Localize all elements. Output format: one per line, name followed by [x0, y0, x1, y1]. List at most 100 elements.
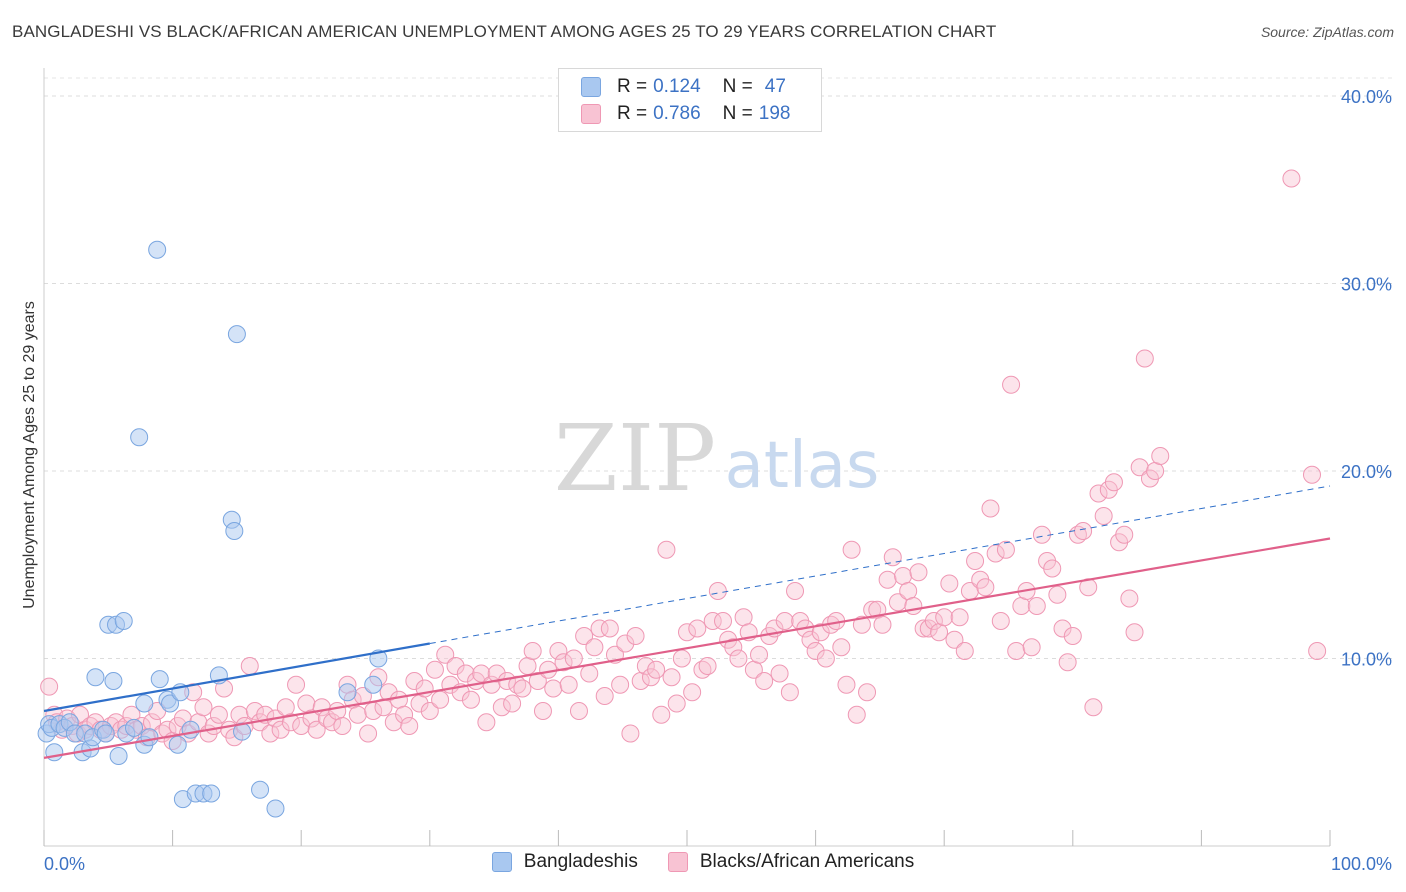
data-point-black-african-american — [816, 649, 835, 668]
legend-r-value: 0.786 — [653, 103, 701, 124]
data-point-black-african-american — [487, 664, 506, 683]
data-point-black-african-american — [1104, 473, 1123, 492]
data-point-black-african-american — [528, 672, 547, 690]
data-point-black-african-american — [996, 540, 1015, 559]
tick-labels: 10.0% 20.0% 30.0% 40.0% 0.0% 100.0% — [44, 87, 1392, 874]
series-bangladeshi — [37, 240, 388, 818]
data-point-bangladeshi — [96, 724, 115, 743]
data-point-black-african-american — [569, 702, 588, 720]
data-point-black-african-american — [446, 657, 465, 675]
data-point-bangladeshi — [202, 784, 221, 803]
data-point-black-african-american — [945, 630, 964, 649]
data-point-black-african-american — [518, 657, 537, 675]
data-point-black-african-american — [786, 582, 805, 600]
x-tick-label: 100.0% — [1331, 854, 1392, 874]
data-point-black-african-american — [1125, 623, 1144, 642]
legend-n-label: N = — [722, 76, 753, 97]
trend-line-black-african-american — [43, 537, 1331, 759]
legend-label-bangladeshis: Bangladeshis — [523, 851, 638, 872]
data-point-bangladeshi — [225, 522, 244, 540]
data-point-black-african-american — [492, 698, 511, 717]
data-point-black-african-american — [724, 638, 743, 657]
data-point-black-african-american — [714, 612, 733, 630]
data-point-bangladeshi — [86, 668, 105, 687]
data-point-black-african-american — [755, 672, 774, 690]
data-point-black-african-american — [456, 664, 475, 683]
legend-item-black-african-americans[interactable]: Blacks/African Americans — [667, 851, 915, 873]
data-point-black-african-american — [307, 720, 326, 739]
data-point-black-african-american — [348, 705, 367, 724]
data-point-black-african-american — [935, 608, 954, 627]
legend-swatch-bangladeshi — [581, 77, 601, 97]
data-point-black-african-american — [955, 642, 974, 660]
data-point-black-african-american — [281, 713, 300, 732]
data-point-black-african-american — [904, 597, 923, 615]
data-point-black-african-american — [1089, 484, 1108, 503]
data-point-black-african-american — [472, 664, 491, 683]
watermark-atlas: atlas — [725, 429, 880, 503]
data-point-bangladeshi — [364, 675, 383, 694]
data-point-black-african-american — [240, 657, 259, 675]
data-point-bangladeshi — [181, 720, 200, 739]
data-point-black-african-american — [209, 705, 228, 724]
data-point-black-african-american — [1002, 375, 1021, 394]
data-point-bangladeshi — [251, 780, 270, 799]
data-point-black-african-american — [750, 645, 769, 664]
data-point-black-african-american — [930, 623, 949, 642]
legend-label-black-african-americans: Blacks/African Americans — [699, 851, 915, 872]
data-point-bangladeshi — [125, 718, 144, 737]
data-point-black-african-american — [991, 612, 1010, 630]
legend-row-bangladeshi: R = 0.124 N = 47 — [581, 75, 786, 99]
data-point-black-african-american — [899, 582, 918, 600]
source-label: Source: ZipAtlas.com — [1260, 24, 1394, 40]
data-point-black-african-american — [667, 694, 686, 713]
data-point-black-african-american — [811, 623, 830, 642]
data-point-black-african-american — [976, 578, 995, 597]
data-point-black-african-american — [292, 717, 311, 735]
data-point-black-african-american — [842, 540, 861, 559]
data-point-black-african-american — [359, 724, 378, 743]
data-point-black-african-american — [657, 540, 676, 559]
data-point-black-african-american — [158, 720, 177, 739]
data-point-black-african-american — [302, 709, 321, 728]
data-point-black-african-american — [1130, 458, 1149, 477]
data-point-black-african-american — [1135, 349, 1154, 368]
data-point-black-african-american — [832, 638, 851, 657]
data-point-black-african-american — [1048, 585, 1067, 604]
data-point-black-african-american — [1058, 653, 1077, 672]
data-point-black-african-american — [914, 619, 933, 638]
data-point-black-african-american — [688, 619, 707, 638]
data-point-black-african-american — [585, 638, 604, 657]
data-point-black-african-american — [1022, 638, 1041, 657]
data-point-black-african-american — [636, 657, 655, 675]
data-point-black-african-american — [672, 649, 691, 668]
data-point-black-african-american — [461, 690, 480, 709]
data-point-black-african-american — [405, 672, 424, 690]
data-point-black-african-american — [626, 627, 645, 645]
data-point-bangladeshi — [114, 612, 133, 630]
legend-r-label: R = — [617, 103, 648, 124]
data-point-black-african-american — [436, 645, 455, 664]
data-point-black-african-american — [590, 619, 609, 638]
data-point-black-african-american — [1043, 559, 1062, 578]
data-point-black-african-american — [395, 705, 414, 724]
legend-r-label: R = — [617, 76, 648, 97]
data-point-black-african-american — [1027, 597, 1046, 615]
data-point-black-african-american — [384, 713, 403, 732]
data-point-black-african-american — [621, 724, 640, 743]
data-point-black-african-american — [1151, 447, 1170, 465]
legend-item-bangladeshis[interactable]: Bangladeshis — [491, 851, 638, 873]
y-tick-label: 10.0% — [1341, 650, 1392, 670]
data-point-black-african-american — [245, 702, 264, 720]
data-point-black-african-american — [575, 627, 594, 645]
data-point-bangladeshi — [168, 735, 187, 754]
series-legend: Bangladeshis Blacks/African Americans — [0, 851, 1406, 873]
trend-line-bangladeshi-extension — [429, 485, 1331, 644]
data-point-bangladeshi — [161, 694, 180, 713]
data-point-black-african-american — [271, 720, 290, 739]
data-point-black-african-american — [662, 668, 681, 687]
y-tick-label: 30.0% — [1341, 275, 1392, 295]
data-point-black-african-american — [770, 664, 789, 683]
data-point-black-african-american — [708, 582, 727, 600]
data-point-black-african-american — [683, 683, 702, 702]
